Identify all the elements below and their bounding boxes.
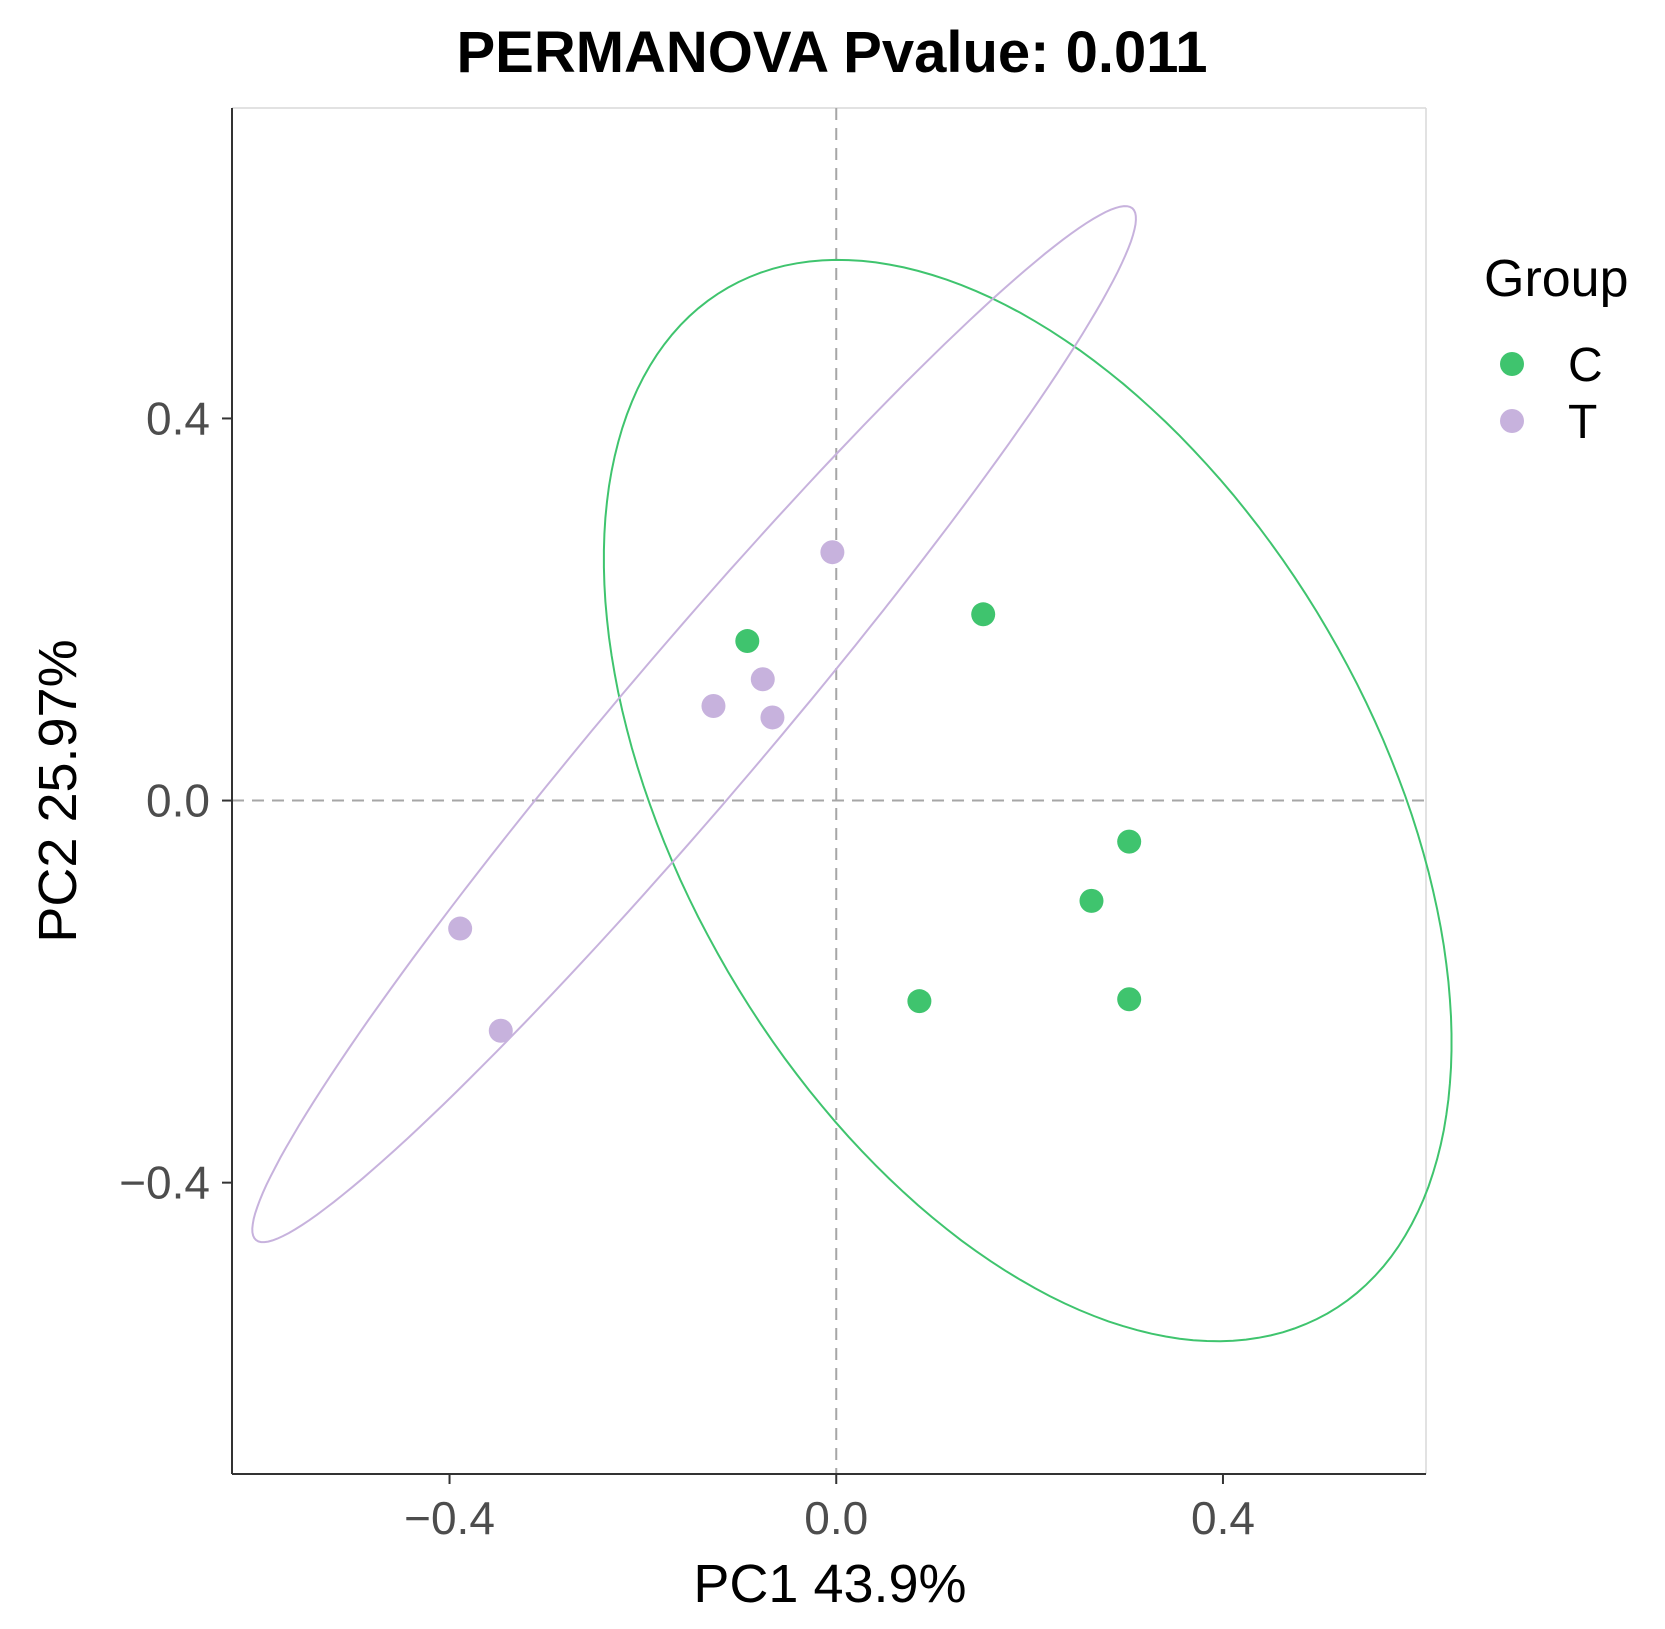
legend-items: CT xyxy=(1500,339,1603,449)
plot-area xyxy=(231,107,1453,1475)
ellipse-C xyxy=(602,258,1453,1343)
y-axis-title: PC2 25.97% xyxy=(28,639,88,942)
legend-title: Group xyxy=(1484,250,1629,308)
y-tick-label: 0.4 xyxy=(146,392,210,444)
point-T-2 xyxy=(750,667,775,692)
point-C-6 xyxy=(1117,987,1142,1012)
point-T-1 xyxy=(820,540,845,565)
x-tick-label: 0.0 xyxy=(804,1492,868,1544)
y-axis-ticks: −0.4 0.0 0.4 xyxy=(119,392,232,1209)
x-axis-ticks: −0.4 0.0 0.4 xyxy=(404,1474,1255,1544)
point-T-4 xyxy=(760,705,785,730)
legend-label-C: C xyxy=(1568,339,1603,392)
point-C-2 xyxy=(735,629,760,654)
x-tick-label: −0.4 xyxy=(404,1492,495,1544)
legend-key-C xyxy=(1500,352,1524,376)
point-C-5 xyxy=(907,989,932,1014)
point-T-6 xyxy=(488,1018,513,1043)
y-tick-label: 0.0 xyxy=(146,775,210,827)
x-tick-label: 0.4 xyxy=(1191,1492,1255,1544)
legend-label-T: T xyxy=(1568,396,1597,449)
point-T-3 xyxy=(701,693,726,718)
point-C-1 xyxy=(971,602,996,627)
x-axis-title: PC1 43.9% xyxy=(693,1554,966,1614)
chart-title: PERMANOVA Pvalue: 0.011 xyxy=(456,20,1207,85)
y-tick-label: −0.4 xyxy=(119,1157,210,1209)
point-C-4 xyxy=(1079,888,1104,913)
legend: Group CT xyxy=(1484,250,1629,449)
data-points xyxy=(448,540,1142,1043)
ellipse-T xyxy=(251,205,1137,1244)
point-C-3 xyxy=(1117,829,1142,854)
legend-key-T xyxy=(1500,409,1524,433)
point-T-5 xyxy=(448,916,473,941)
confidence-ellipses xyxy=(251,205,1453,1343)
reference-lines xyxy=(232,108,1426,1474)
